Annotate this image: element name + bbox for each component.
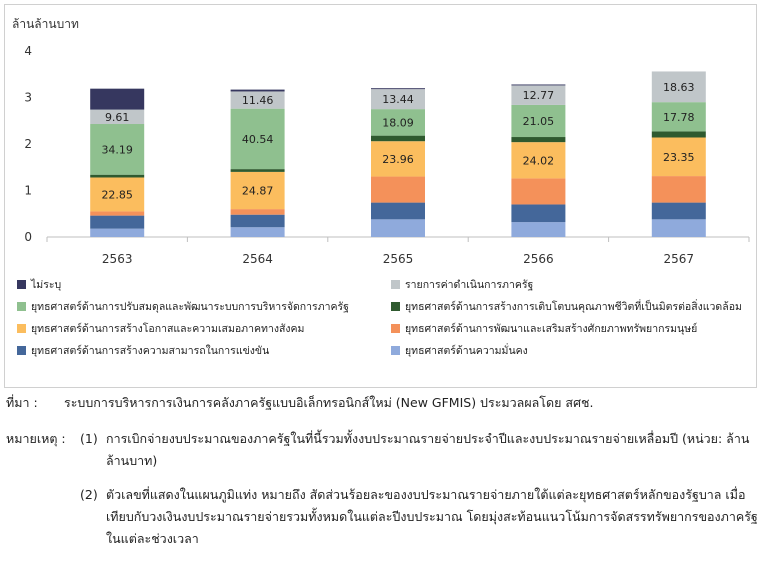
- bar-segment: [230, 91, 285, 109]
- remark-label: หมายเหตุ :: [6, 431, 66, 446]
- bar-segment: [371, 89, 425, 110]
- bar-segment: [371, 219, 425, 237]
- bar-segment: [90, 124, 145, 175]
- stacked-bar-chart: ล้านล้านบาท 0 1 2 3 4 22.85 34.19 9.61 2563 24.87 4…: [12, 17, 750, 357]
- x-tick-label: 2566: [523, 252, 554, 266]
- bar-segment: [90, 177, 145, 212]
- bar-segment: [371, 141, 425, 177]
- y-tick-label: 4: [24, 44, 32, 58]
- bar-segment: [511, 137, 566, 143]
- legend-swatch: [17, 324, 26, 333]
- bar-segment: [230, 227, 285, 237]
- bar-segment: [511, 84, 566, 86]
- bar-segment: [511, 222, 566, 237]
- bar-segment: [230, 171, 285, 210]
- data-label: 12.77: [523, 89, 555, 102]
- bar-segment: [371, 109, 425, 136]
- bar-segment: [90, 174, 145, 178]
- bar-segment: [651, 102, 706, 132]
- legend-swatch: [391, 302, 400, 311]
- x-tick-label: 2564: [242, 252, 273, 266]
- bar-segment: [230, 89, 285, 92]
- bar-segment: [230, 214, 285, 228]
- data-label: 17.78: [663, 111, 695, 124]
- bar-segment: [371, 88, 425, 90]
- bar-segment: [90, 109, 145, 125]
- remark-2-text: ตัวเลขที่แสดงในแผนภูมิแท่ง หมายถึง สัดส่…: [106, 487, 758, 546]
- legend-swatch: [391, 280, 400, 289]
- data-label: 18.63: [663, 81, 695, 94]
- data-label: 34.19: [101, 143, 133, 156]
- bar-segment: [90, 228, 145, 237]
- data-label: 23.35: [663, 151, 695, 164]
- chart-frame: ล้านล้านบาท 0 1 2 3 4 22.85 34.19 9.61 2563 24.87 4…: [4, 4, 757, 388]
- x-tick-label: 2565: [383, 252, 414, 266]
- bar-segment: [371, 202, 425, 220]
- y-unit-label: ล้านล้านบาท: [12, 17, 79, 31]
- bar-segment: [230, 108, 285, 170]
- data-label: 13.44: [382, 93, 414, 106]
- bar-segment: [90, 88, 145, 110]
- legend-entry: ยุทธศาสตร์ด้านการสร้างการเติบโตบนคุณภาพช…: [405, 299, 742, 313]
- legend-entry: รายการค่าดำเนินการภาครัฐ: [405, 279, 534, 291]
- bar-segment: [651, 131, 706, 138]
- bar-segment: [511, 178, 566, 205]
- remark-1-number: (1): [80, 431, 98, 446]
- data-label: 40.54: [242, 133, 274, 146]
- legend-entry: ยุทธศาสตร์ด้านการสร้างความสามารถในการแข่…: [31, 344, 269, 357]
- bar-segment: [511, 85, 566, 105]
- data-label: 23.96: [382, 153, 414, 166]
- bar-segment: [90, 211, 145, 216]
- y-tick-label: 3: [24, 91, 32, 105]
- legend-entry: ไม่ระบุ: [30, 278, 61, 291]
- legend-entry: ยุทธศาสตร์ด้านการพัฒนาและเสริมสร้างศักยภ…: [405, 322, 697, 335]
- data-label: 24.02: [523, 154, 555, 167]
- x-tick-label: 2563: [102, 252, 133, 266]
- legend-entry: ยุทธศาสตร์ด้านการปรับสมดุลและพัฒนาระบบกา…: [31, 300, 349, 313]
- bar-segment: [511, 204, 566, 223]
- bar-segment: [90, 215, 145, 229]
- legend-swatch: [391, 324, 400, 333]
- data-label: 22.85: [101, 188, 133, 201]
- legend-swatch: [17, 280, 26, 289]
- remark-1-text: การเบิกจ่ายงบประมาณของภาครัฐในที่นี้รวมท…: [106, 431, 750, 468]
- y-tick-label: 2: [24, 137, 32, 151]
- data-label: 9.61: [105, 111, 130, 124]
- bar-segment: [511, 142, 566, 179]
- bar-segment: [511, 104, 566, 138]
- legend-swatch: [17, 346, 26, 355]
- x-tick-label: 2567: [664, 252, 695, 266]
- remark-2-number: (2): [80, 487, 98, 502]
- legend-entry: ยุทธศาสตร์ด้านการสร้างโอกาสและความเสมอภา…: [31, 322, 304, 335]
- bar-segment: [230, 169, 285, 172]
- bar-segment: [651, 137, 706, 177]
- bar-segment: [651, 219, 706, 237]
- data-label: 24.87: [242, 185, 274, 198]
- source-text: ระบบการบริหารการเงินการคลังภาครัฐแบบอิเล…: [64, 395, 594, 410]
- y-tick-label: 0: [24, 230, 32, 244]
- data-label: 18.09: [382, 116, 414, 129]
- bar-segment: [371, 135, 425, 142]
- y-tick-label: 1: [24, 184, 32, 198]
- data-label: 11.46: [242, 94, 274, 107]
- source-label: ที่มา :: [6, 395, 38, 410]
- bar-segment: [230, 209, 285, 215]
- bar-segment: [651, 71, 706, 103]
- legend-entry: ยุทธศาสตร์ด้านความมั่นคง: [405, 343, 528, 357]
- bar-segment: [651, 202, 706, 220]
- legend-swatch: [391, 346, 400, 355]
- bar-segment: [371, 176, 425, 203]
- data-label: 21.05: [523, 115, 555, 128]
- bar-segment: [651, 176, 706, 203]
- legend-swatch: [17, 302, 26, 311]
